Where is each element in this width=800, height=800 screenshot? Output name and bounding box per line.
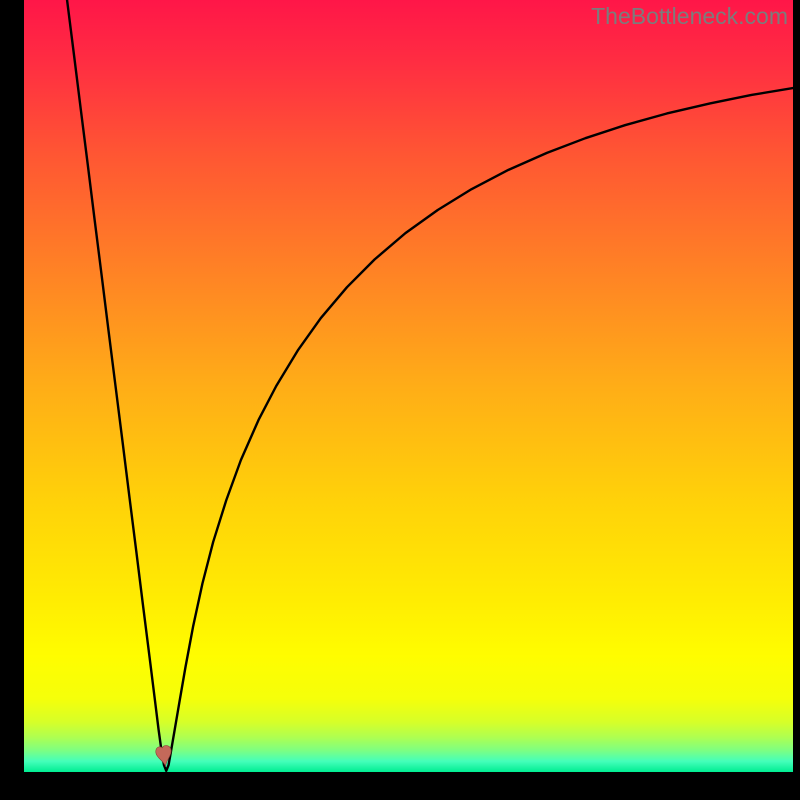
plot-area [24, 0, 793, 772]
bottleneck-curve [67, 0, 793, 771]
watermark-text: TheBottleneck.com [591, 3, 788, 30]
plot-svg [24, 0, 793, 772]
